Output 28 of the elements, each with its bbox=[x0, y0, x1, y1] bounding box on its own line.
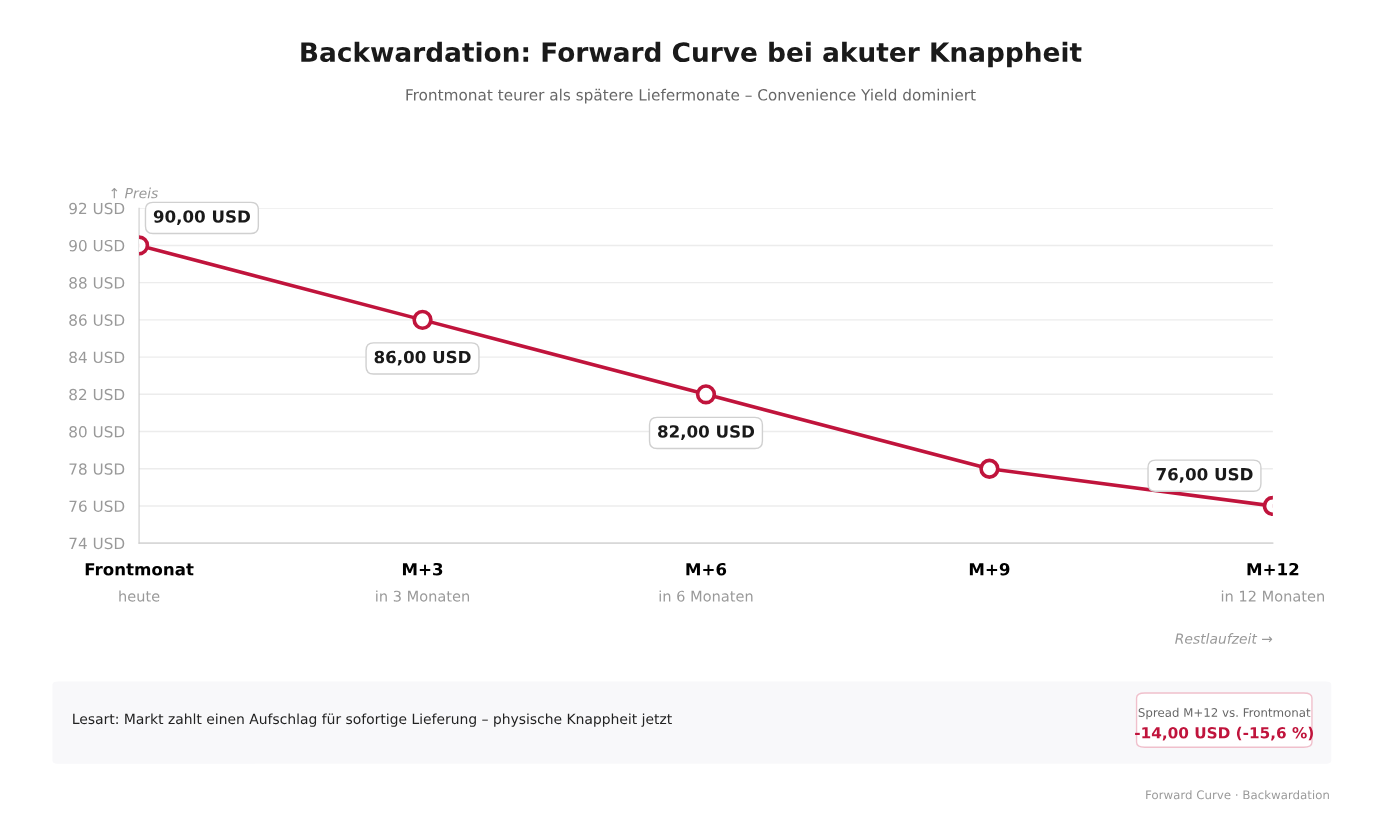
y-tick-label: 82 USD bbox=[69, 388, 125, 401]
y-tick-label: 78 USD bbox=[69, 463, 125, 475]
text: Spread M+12 vs. Frontmonat bbox=[1138, 707, 1311, 720]
y-axis-title: ↑ Preis bbox=[111, 187, 158, 199]
y-tick-label: 88 USD bbox=[69, 277, 125, 289]
text: Forward Curve · Backwardation bbox=[1146, 790, 1329, 800]
y-tick-label: 74 USD bbox=[69, 537, 125, 550]
y-tick-label: 92 USD bbox=[69, 202, 125, 215]
point bbox=[695, 384, 717, 405]
x-tick-label: M+3 in 3 Monaten bbox=[376, 562, 470, 602]
chart-subtitle: Frontmonat teurer als spätere Liefermonate – Convenience Yield dominiert bbox=[406, 88, 976, 104]
data-label: 90,00 USD bbox=[153, 210, 250, 225]
chart-title: Backwardation: Forward Curve bei akuter Knappheit bbox=[301, 41, 1082, 68]
y-tick-label: 80 USD bbox=[69, 425, 125, 438]
data-label: 82,00 USD bbox=[658, 425, 755, 440]
y-tick-label: 90 USD bbox=[69, 239, 125, 252]
x-tick-label: M+12 in 12 Monaten bbox=[1221, 562, 1324, 602]
x-axis-title: Restlaufzeit → bbox=[1175, 633, 1273, 644]
data-label: 76,00 USD bbox=[1156, 467, 1253, 483]
text: Lesart: Markt zahlt einen Aufschlag für sofortige Lieferung – physische Knappheit jetzt bbox=[73, 713, 672, 727]
y-tick-label: 86 USD bbox=[69, 314, 125, 326]
text: -14,00 USD (-15,6 %) bbox=[1135, 726, 1313, 741]
y-tick-label: 76 USD bbox=[69, 500, 125, 512]
x-tick-label: M+6 in 6 Monaten bbox=[659, 562, 753, 602]
x-tick-label: Frontmonat heute bbox=[85, 563, 194, 602]
y-tick-label: 84 USD bbox=[69, 351, 125, 364]
data-label: 86,00 USD bbox=[374, 350, 471, 366]
x-tick-label: M+9 bbox=[969, 562, 1010, 576]
